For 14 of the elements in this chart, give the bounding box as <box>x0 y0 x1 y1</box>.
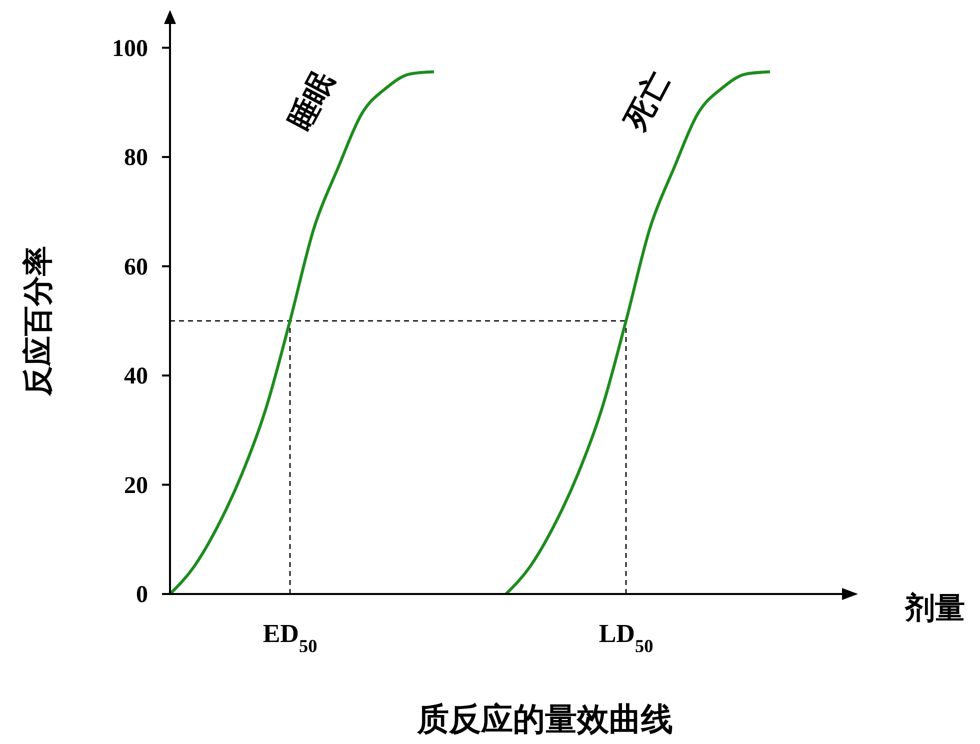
x-axis-title: 剂量 <box>904 591 965 626</box>
text: 死亡 <box>618 66 678 136</box>
line-series <box>168 70 436 596</box>
x-tick-label: LD$_{50}$ <box>598 619 654 656</box>
y-tick-label: 100 <box>112 36 148 62</box>
y-tick-label: 0 <box>136 582 148 608</box>
y-tick-label: 60 <box>124 254 148 280</box>
y-tick-label: 80 <box>124 145 148 172</box>
x-tick-label: ED$_{50}$ <box>262 619 318 656</box>
text: 睡眠 <box>282 66 342 136</box>
y-tick-label: 40 <box>124 364 148 390</box>
y-tick-label: 20 <box>124 472 148 499</box>
y-axis-title: 反应百分率 <box>21 246 56 397</box>
text: 质反应的量效曲线 <box>416 700 673 738</box>
